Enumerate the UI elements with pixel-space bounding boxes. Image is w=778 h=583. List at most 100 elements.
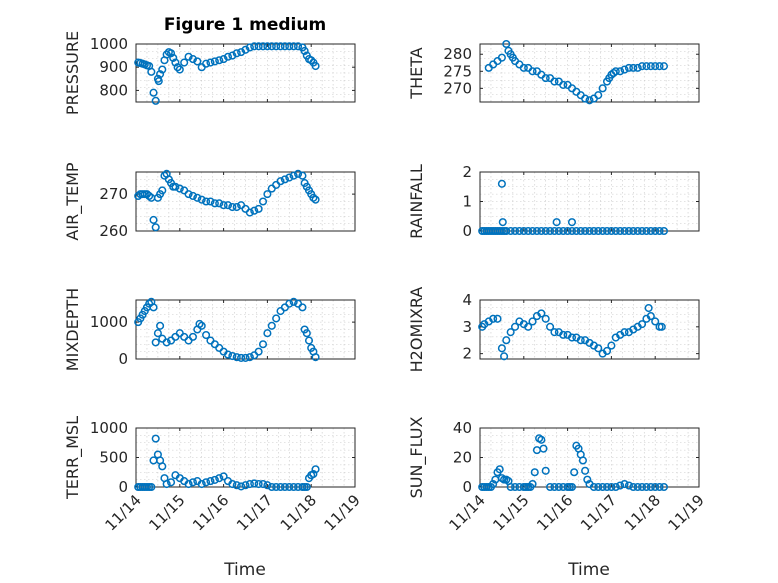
- panel-7: 0 20 40 11/14 11/15 11/16 11/17 11/18 11/19 SUN_F…: [407, 417, 708, 535]
- data-point: [616, 67, 625, 76]
- data-point: [651, 482, 660, 492]
- data-point: [300, 46, 309, 56]
- data-point: [602, 346, 612, 356]
- data-point: [500, 352, 509, 361]
- data-point: [489, 314, 498, 323]
- data-point: [276, 307, 285, 316]
- data-point: [550, 77, 559, 86]
- data-point: [254, 42, 263, 51]
- data-point: [210, 475, 219, 484]
- y-tick-label: 0: [462, 222, 472, 240]
- y-tick-label: 40: [453, 419, 472, 437]
- data-point: [537, 226, 546, 236]
- y-axis-label: TERR_MSL: [63, 416, 83, 500]
- data-point: [539, 444, 548, 453]
- data-point: [510, 226, 520, 236]
- data-point: [530, 468, 539, 477]
- data-point: [156, 321, 165, 330]
- data-point: [620, 226, 629, 236]
- data-point: [309, 469, 318, 479]
- data-point: [228, 51, 237, 60]
- data-point: [285, 482, 294, 492]
- data-point: [267, 482, 276, 492]
- data-point: [162, 480, 171, 489]
- x-tick-label: 11/19: [665, 491, 708, 534]
- data-point: [546, 226, 555, 236]
- data-point: [162, 338, 171, 347]
- data-point: [510, 482, 520, 492]
- data-point: [541, 226, 550, 236]
- x-tick-label: 11/17: [233, 491, 276, 534]
- axes-box: [135, 43, 356, 103]
- data-point: [642, 482, 651, 492]
- data-point: [629, 226, 638, 236]
- x-tick-label: 11/14: [102, 491, 145, 534]
- data-point: [611, 226, 620, 236]
- data-point: [202, 330, 211, 340]
- x-axis-label-right: Time: [567, 560, 610, 580]
- data-point: [659, 62, 669, 71]
- data-point: [245, 208, 254, 217]
- data-point: [629, 63, 638, 72]
- data-point: [210, 199, 219, 208]
- data-point: [616, 481, 625, 490]
- data-point: [232, 481, 241, 490]
- y-tick-label: 800: [99, 81, 128, 99]
- data-point: [302, 329, 311, 338]
- data-point: [644, 303, 653, 313]
- y-axis-label: SUN_FLUX: [407, 417, 427, 499]
- data-point: [563, 226, 572, 236]
- data-point: [633, 226, 642, 236]
- data-point: [528, 480, 537, 489]
- data-point: [489, 480, 498, 489]
- x-tick-label: 11/19: [321, 491, 364, 534]
- y-axis-label: PRESSURE: [63, 31, 82, 115]
- x-tick-label: 11/18: [277, 491, 320, 534]
- data-point: [280, 42, 289, 51]
- data-point: [578, 456, 587, 465]
- data-point: [567, 226, 577, 236]
- data-point: [285, 173, 294, 182]
- data-point: [184, 52, 193, 61]
- data-point: [219, 472, 228, 481]
- data-point: [245, 43, 254, 52]
- data-point: [151, 96, 160, 105]
- data-point: [228, 352, 237, 361]
- data-point: [594, 482, 603, 492]
- y-tick-label: 20: [453, 449, 472, 467]
- data-point: [254, 347, 263, 356]
- data-point: [245, 353, 254, 362]
- y-tick-label: 2: [462, 345, 472, 363]
- data-point: [158, 462, 167, 471]
- x-axis-label-left: Time: [223, 560, 266, 580]
- data-point: [638, 226, 647, 236]
- data-point: [646, 312, 655, 321]
- data-point: [158, 334, 167, 343]
- data-point: [309, 193, 318, 202]
- y-tick-label: 280: [443, 45, 472, 63]
- data-point: [567, 218, 577, 227]
- y-axis-label: RAINFALL: [407, 164, 426, 239]
- data-point: [267, 184, 276, 193]
- data-point: [541, 466, 550, 475]
- x-tick-label: 11/16: [189, 491, 232, 534]
- data-point: [184, 190, 193, 199]
- panel-3: 0 1 2 RAINFALL: [407, 163, 700, 240]
- data-point: [497, 344, 506, 353]
- data-point: [646, 482, 655, 492]
- data-point: [232, 353, 241, 362]
- data-point: [567, 482, 577, 492]
- data-point: [250, 42, 259, 51]
- data-point: [228, 480, 237, 489]
- data-point: [223, 350, 233, 359]
- data-point: [607, 341, 616, 350]
- data-point: [550, 226, 559, 236]
- data-point: [250, 206, 259, 215]
- data-point: [541, 74, 550, 83]
- data-point: [655, 62, 664, 71]
- data-point: [272, 314, 281, 323]
- panel-2: 260 270 AIR_TEMP: [63, 162, 356, 241]
- data-point: [188, 332, 197, 341]
- x-tick-label: 11/15: [145, 491, 188, 534]
- y-tick-label: 275: [443, 62, 472, 80]
